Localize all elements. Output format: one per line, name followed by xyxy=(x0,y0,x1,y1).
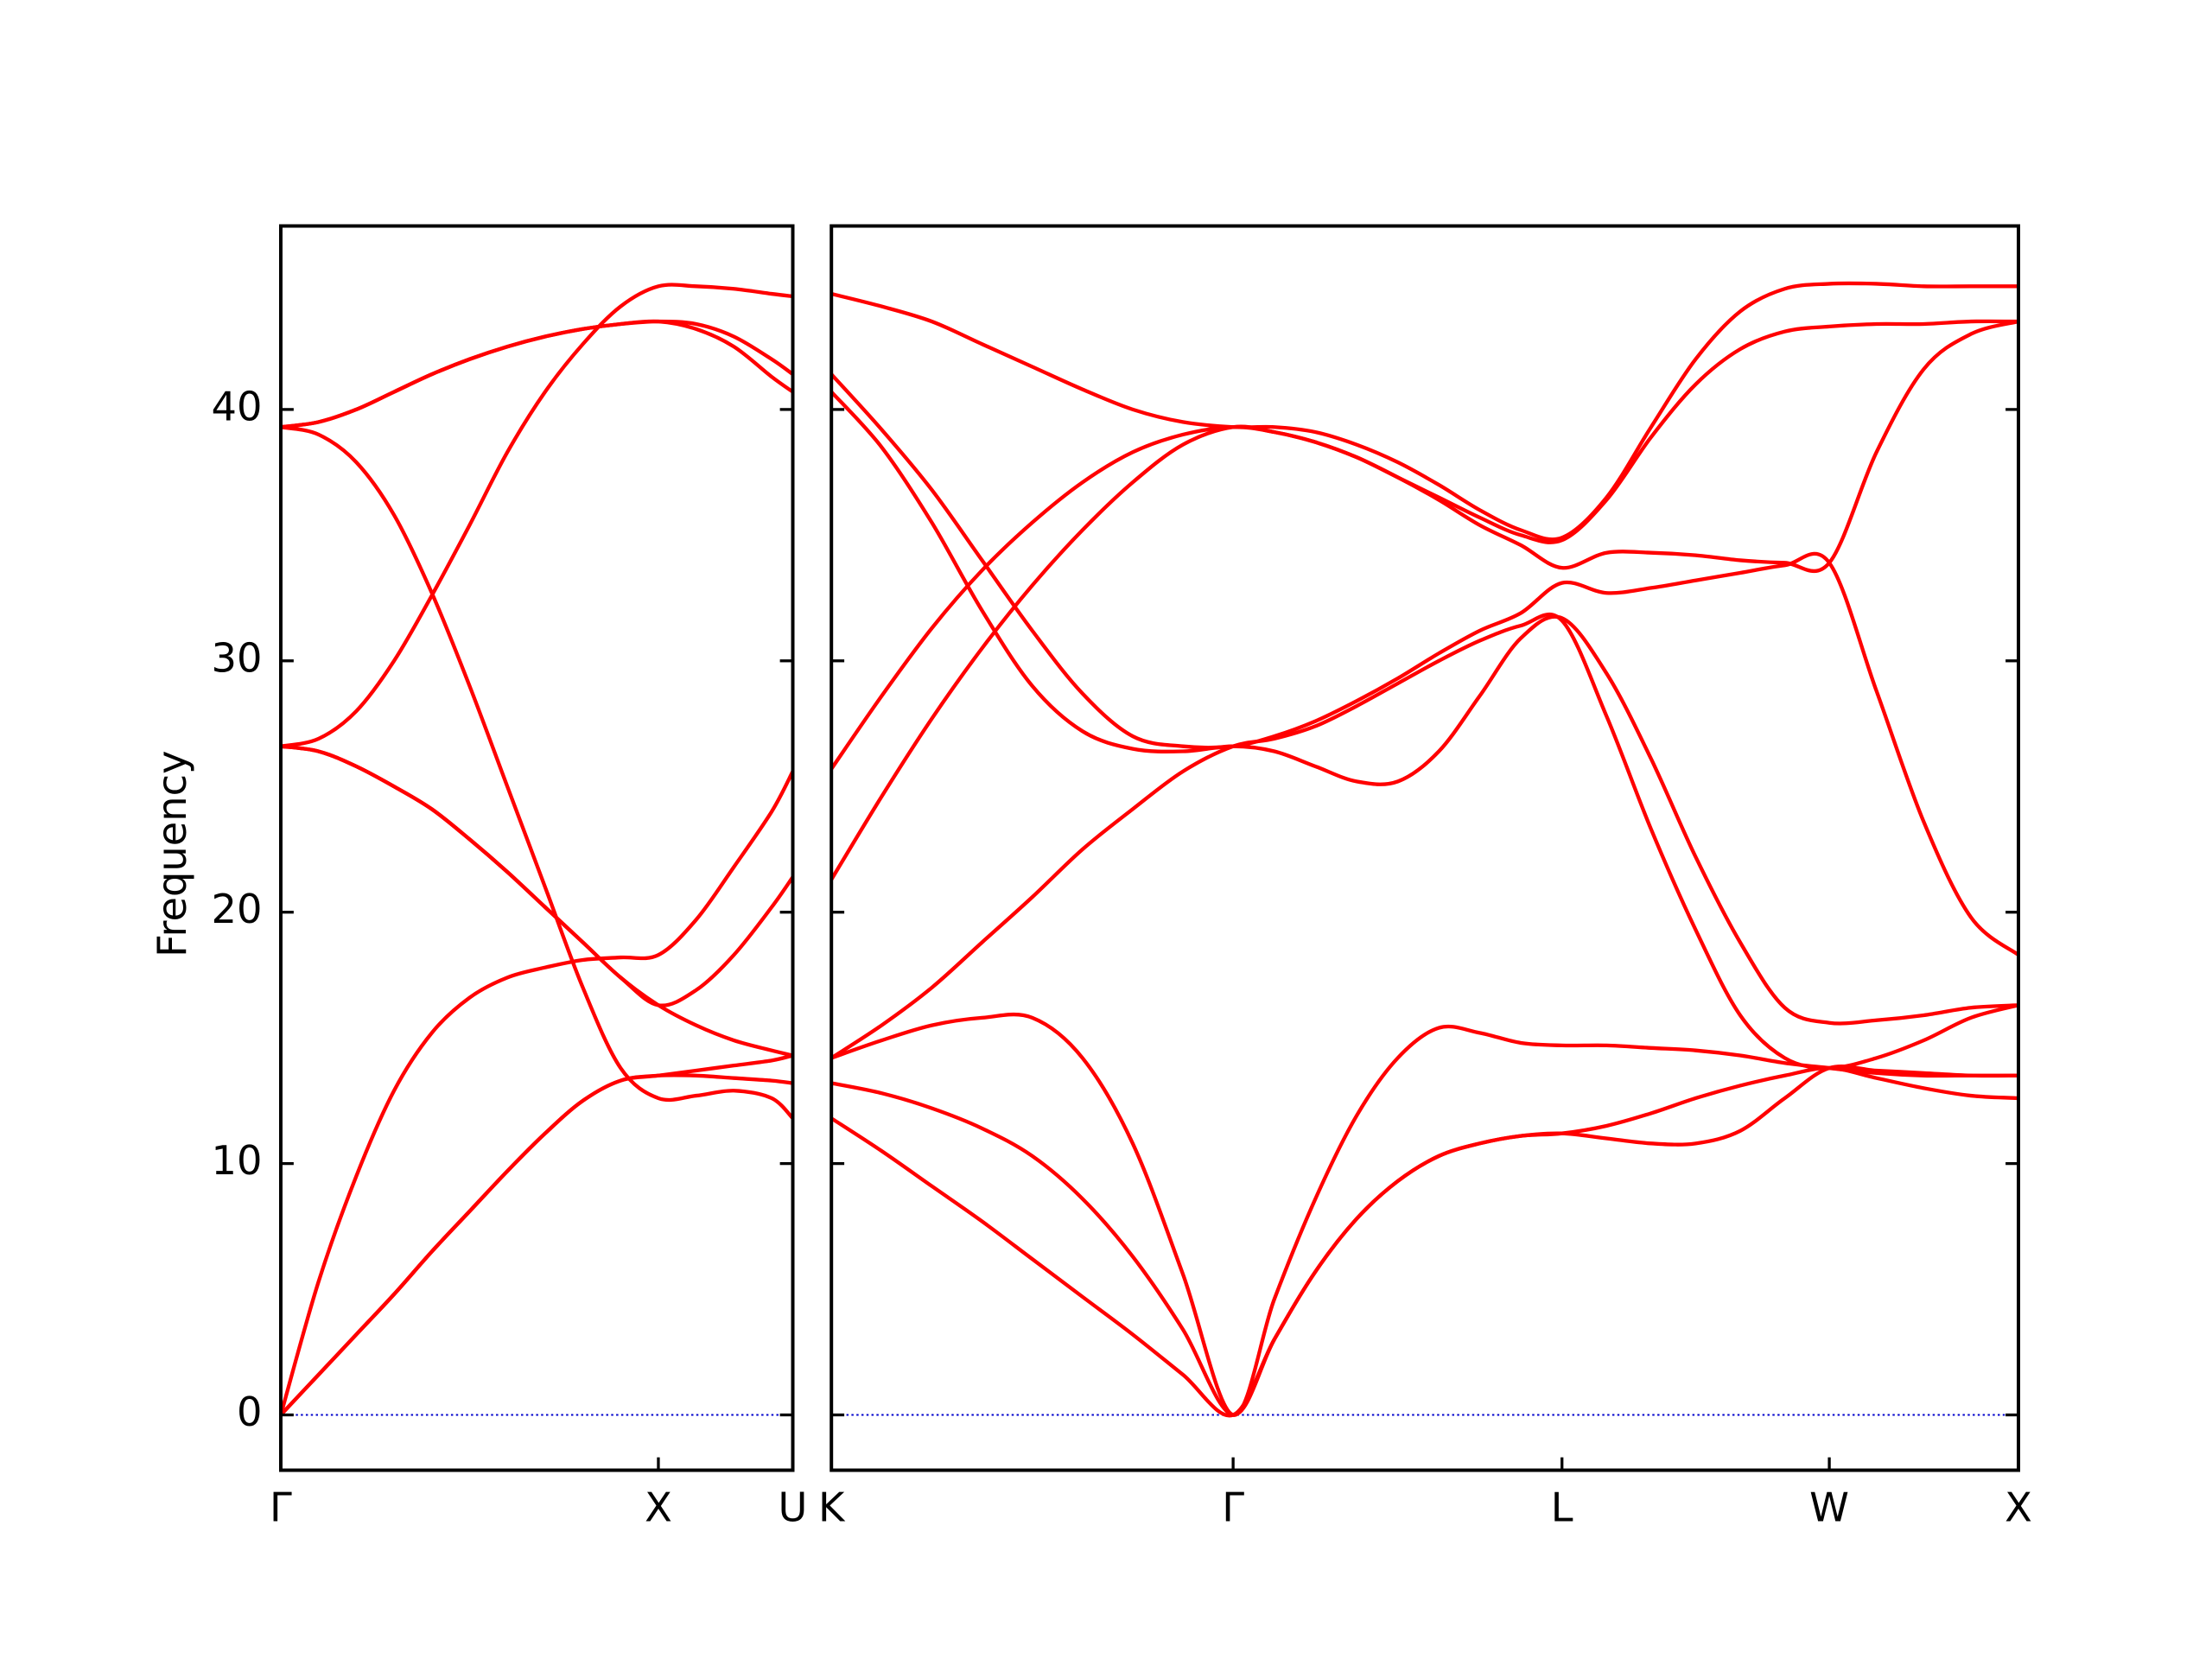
y-tick-label: 20 xyxy=(211,886,262,932)
y-tick-label: 30 xyxy=(211,634,262,681)
band-line xyxy=(280,319,794,429)
band-line xyxy=(830,281,2018,542)
x-tick-label: Γ xyxy=(270,1484,292,1530)
band-line xyxy=(830,391,2019,1026)
y-axis-label: Frequency xyxy=(149,750,195,957)
x-tick-label: K xyxy=(818,1484,846,1530)
x-tick-label: U xyxy=(779,1484,808,1530)
band-line xyxy=(279,1073,793,1416)
band-line xyxy=(278,770,795,1416)
axes-frame xyxy=(278,224,795,1472)
band-line xyxy=(830,372,2020,957)
band-line xyxy=(280,744,794,1058)
x-tick-label: X xyxy=(2005,1484,2032,1530)
band-line xyxy=(830,612,2019,1071)
band-line xyxy=(280,283,793,748)
band-line xyxy=(830,1064,2019,1418)
x-tick-label: W xyxy=(1809,1484,1849,1530)
x-tick-label: L xyxy=(1551,1484,1573,1530)
x-tick-label: Γ xyxy=(1222,1484,1244,1530)
axes-frame xyxy=(830,224,2020,1472)
y-tick-label: 0 xyxy=(237,1389,262,1435)
y-tick-label: 10 xyxy=(211,1137,262,1184)
x-tick-label: X xyxy=(645,1484,672,1530)
y-tick-label: 40 xyxy=(211,383,262,429)
band-line xyxy=(280,425,795,1120)
band-line xyxy=(830,1012,2018,1417)
